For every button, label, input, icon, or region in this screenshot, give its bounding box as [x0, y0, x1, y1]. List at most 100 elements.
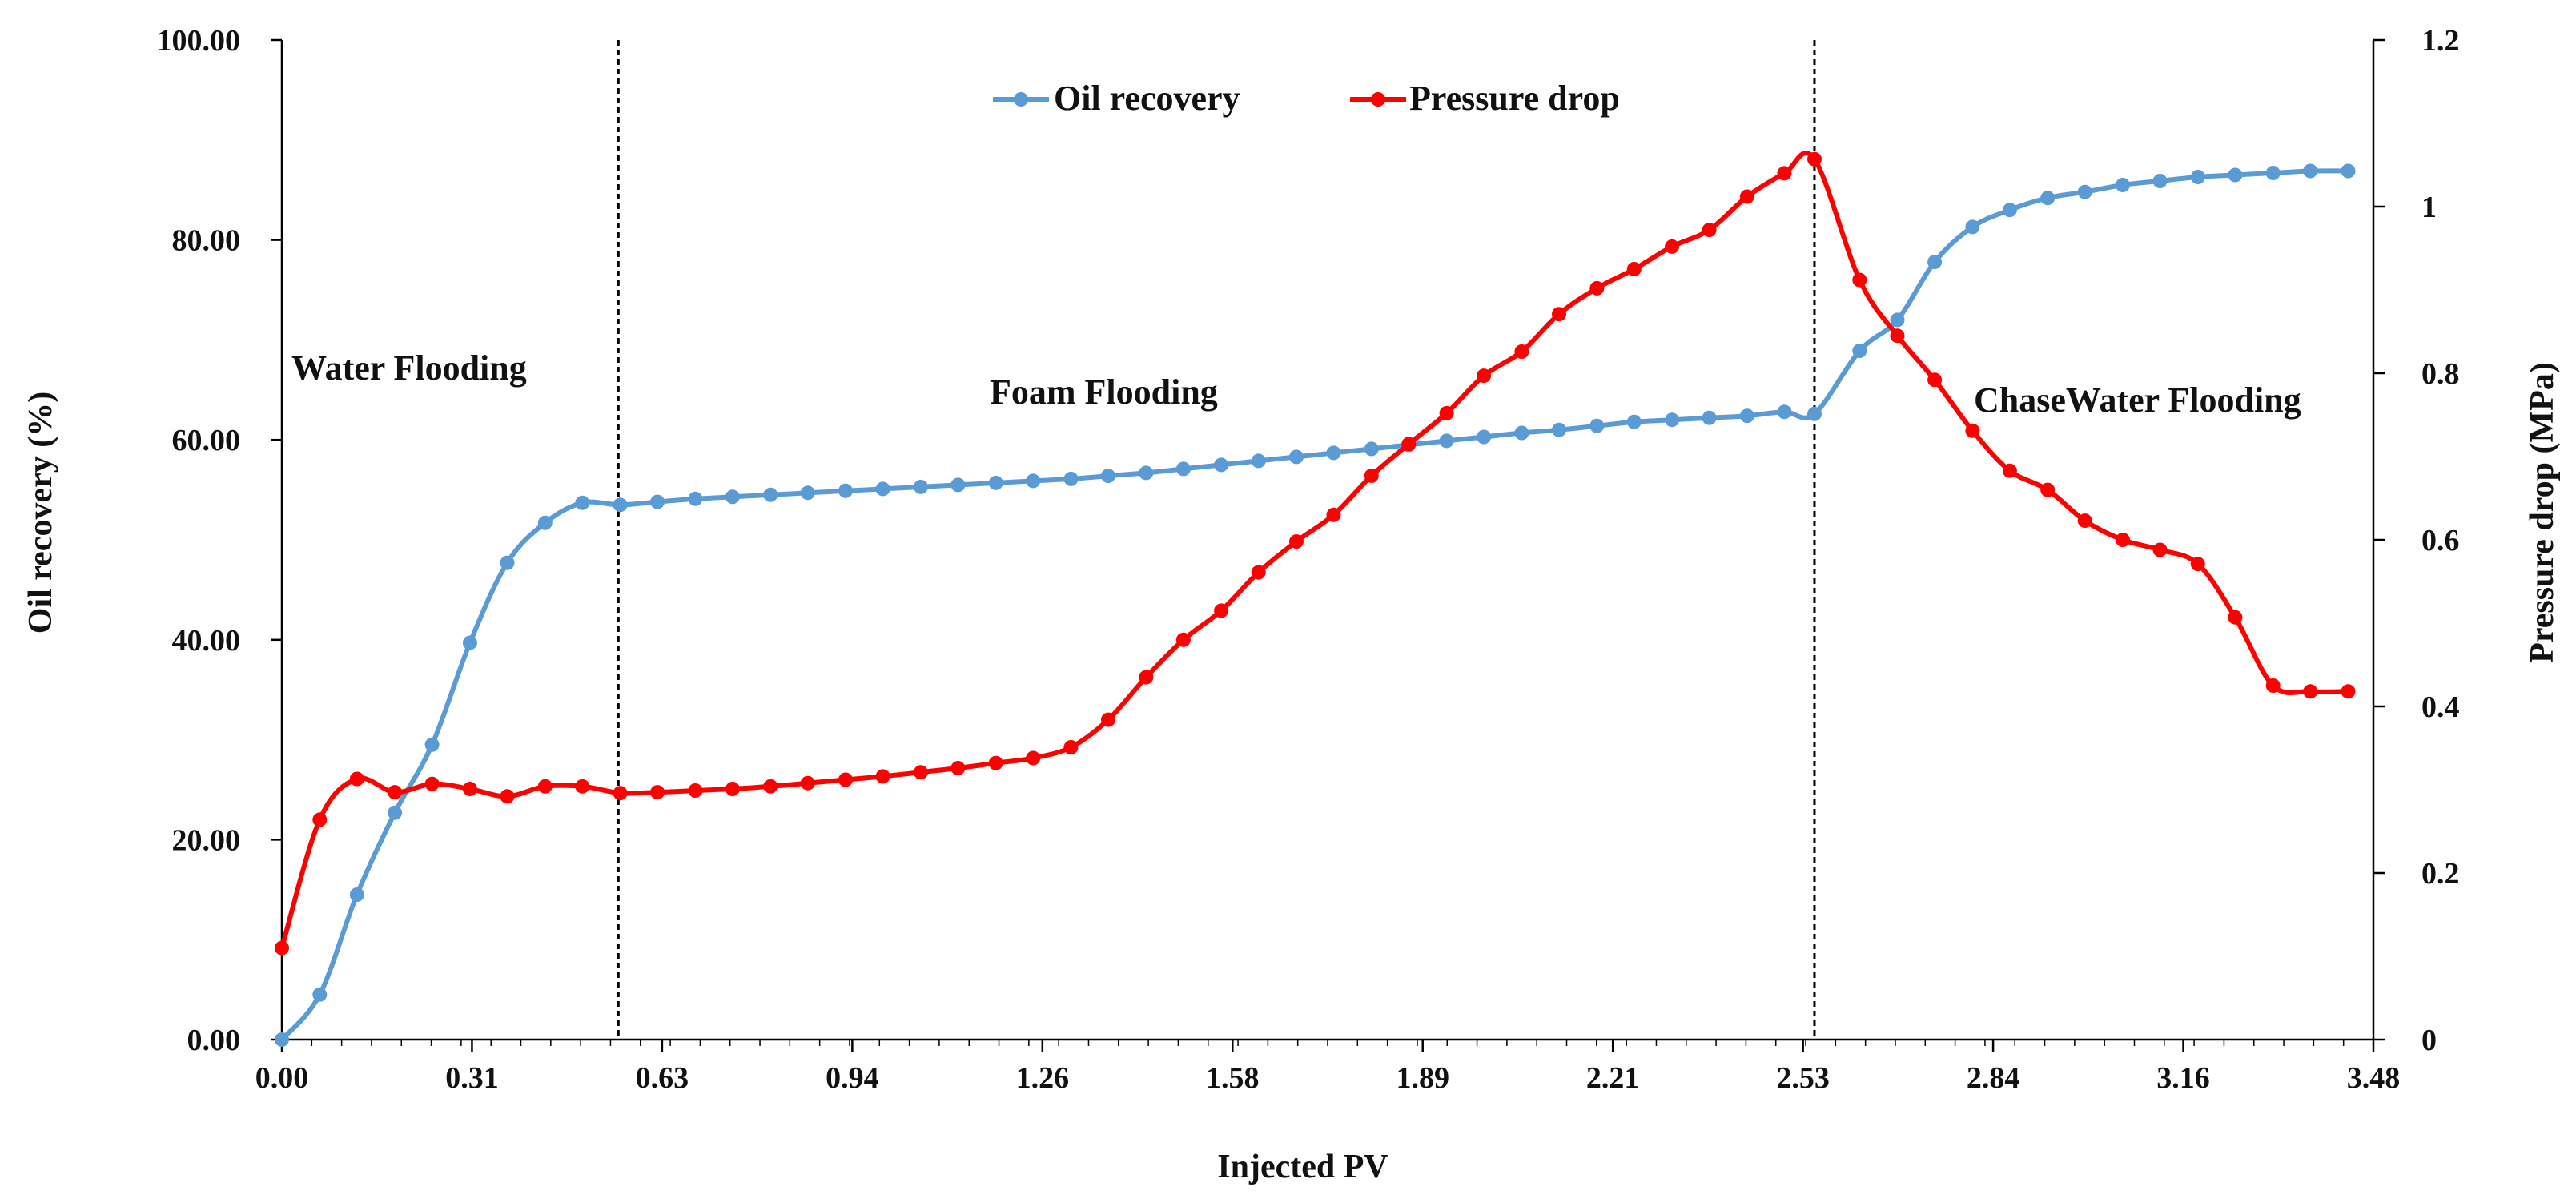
data-point-pressure-drop — [1139, 670, 1154, 685]
data-point-oil-recovery — [875, 481, 890, 497]
data-point-pressure-drop — [913, 765, 928, 780]
data-point-oil-recovery — [2303, 163, 2318, 179]
data-point-pressure-drop — [2077, 513, 2092, 529]
data-point-pressure-drop — [1477, 368, 1492, 384]
data-point-oil-recovery — [1026, 473, 1041, 489]
x-tick-label: 1.89 — [1396, 1061, 1449, 1095]
data-point-oil-recovery — [500, 555, 515, 570]
data-point-pressure-drop — [1665, 239, 1680, 254]
data-point-oil-recovery — [2152, 174, 2168, 188]
data-point-oil-recovery — [838, 483, 853, 498]
y-tick-label: 0.00 — [187, 1024, 241, 1057]
data-point-pressure-drop — [2265, 678, 2281, 693]
data-point-oil-recovery — [537, 515, 553, 530]
annotation-chasewater-flooding: ChaseWater Flooding — [1974, 380, 2301, 420]
data-point-pressure-drop — [2341, 684, 2356, 699]
data-point-pressure-drop — [1552, 307, 1566, 322]
data-point-oil-recovery — [462, 635, 477, 650]
data-point-oil-recovery — [275, 1032, 289, 1047]
data-point-oil-recovery — [1289, 449, 1304, 465]
x-tick-label: 2.53 — [1776, 1061, 1830, 1095]
legend: Oil recovery Pressure drop — [993, 78, 1620, 118]
y-tick-label: 40.00 — [172, 624, 241, 658]
data-point-oil-recovery — [650, 494, 665, 509]
data-point-oil-recovery — [1626, 414, 1642, 429]
data-point-pressure-drop — [1739, 189, 1754, 204]
data-point-pressure-drop — [688, 783, 703, 798]
data-point-pressure-drop — [575, 779, 590, 794]
x-tick-label: 1.58 — [1206, 1061, 1260, 1095]
annotation-water-flooding: Water Flooding — [291, 348, 527, 388]
data-point-pressure-drop — [312, 812, 328, 827]
data-point-pressure-drop — [1702, 223, 1717, 238]
data-point-oil-recovery — [424, 737, 440, 752]
plot-frame — [280, 40, 2375, 1041]
data-point-oil-recovery — [1214, 457, 1229, 473]
data-point-pressure-drop — [613, 786, 628, 801]
data-point-oil-recovery — [725, 489, 740, 505]
data-point-oil-recovery — [1439, 433, 1454, 449]
series-line-oil-recovery — [279, 168, 2349, 1042]
axis-ticks: 0.00 0.31 0.63 0.94 1.26 1.58 1.89 2.21 2.53 2.84… — [157, 24, 2460, 1095]
data-point-oil-recovery — [349, 887, 364, 902]
data-point-oil-recovery — [2040, 191, 2056, 206]
data-point-pressure-drop — [1807, 151, 1822, 167]
legend-marker-pressure-drop — [1371, 92, 1385, 107]
x-tick-label: 3.48 — [2347, 1061, 2401, 1095]
data-point-pressure-drop — [800, 775, 815, 791]
data-point-pressure-drop — [1251, 565, 1266, 580]
data-point-oil-recovery — [1807, 406, 1822, 421]
legend-label-oil-recovery: Oil recovery — [1054, 78, 1240, 118]
x-tick-label: 2.21 — [1586, 1061, 1640, 1095]
data-point-oil-recovery — [1665, 412, 1680, 428]
data-point-pressure-drop — [462, 782, 477, 796]
data-point-pressure-drop — [424, 776, 440, 791]
data-point-pressure-drop — [1364, 468, 1379, 483]
data-point-oil-recovery — [1326, 445, 1341, 461]
legend-label-pressure-drop: Pressure drop — [1409, 78, 1620, 118]
data-point-oil-recovery — [950, 477, 966, 493]
data-point-pressure-drop — [988, 755, 1003, 770]
y2-tick-label: 0 — [2421, 1024, 2437, 1057]
data-point-pressure-drop — [1514, 344, 1529, 359]
data-point-pressure-drop — [1401, 437, 1417, 452]
data-point-oil-recovery — [1852, 344, 1867, 359]
data-point-oil-recovery — [1175, 461, 1191, 477]
x-tick-label: 0.00 — [255, 1061, 309, 1095]
data-point-pressure-drop — [388, 785, 403, 800]
y2-axis-title: Pressure drop (MPa) — [2524, 362, 2561, 663]
data-point-pressure-drop — [2303, 684, 2318, 699]
data-point-pressure-drop — [763, 779, 778, 794]
data-point-pressure-drop — [1063, 740, 1079, 754]
data-point-pressure-drop — [1289, 534, 1304, 549]
data-point-oil-recovery — [2190, 170, 2205, 184]
data-point-pressure-drop — [2002, 463, 2017, 478]
data-point-pressure-drop — [950, 761, 966, 775]
data-point-oil-recovery — [1364, 441, 1379, 457]
data-point-pressure-drop — [1777, 166, 1792, 181]
y2-tick-label: 0.4 — [2421, 690, 2460, 724]
data-point-pressure-drop — [500, 789, 515, 804]
data-point-pressure-drop — [1326, 507, 1341, 522]
data-point-pressure-drop — [1890, 328, 1905, 344]
y2-tick-label: 1.2 — [2421, 24, 2460, 58]
data-point-oil-recovery — [1739, 408, 1754, 424]
x-tick-label: 0.31 — [445, 1061, 499, 1095]
data-point-oil-recovery — [988, 475, 1003, 490]
data-point-pressure-drop — [725, 782, 740, 796]
data-point-oil-recovery — [1139, 465, 1154, 481]
data-point-pressure-drop — [2152, 542, 2168, 557]
y-tick-label: 20.00 — [172, 823, 241, 857]
data-point-oil-recovery — [613, 497, 628, 513]
data-point-pressure-drop — [1965, 423, 1980, 438]
data-point-oil-recovery — [2341, 163, 2356, 179]
y-tick-label: 60.00 — [172, 424, 241, 457]
data-point-oil-recovery — [1965, 219, 1980, 235]
data-point-pressure-drop — [2116, 533, 2130, 547]
data-point-oil-recovery — [2002, 203, 2017, 218]
series-line-pressure-drop — [279, 151, 2349, 949]
y2-tick-label: 0.6 — [2421, 524, 2460, 557]
data-point-pressure-drop — [1101, 712, 1115, 727]
y2-tick-label: 1 — [2421, 191, 2437, 224]
